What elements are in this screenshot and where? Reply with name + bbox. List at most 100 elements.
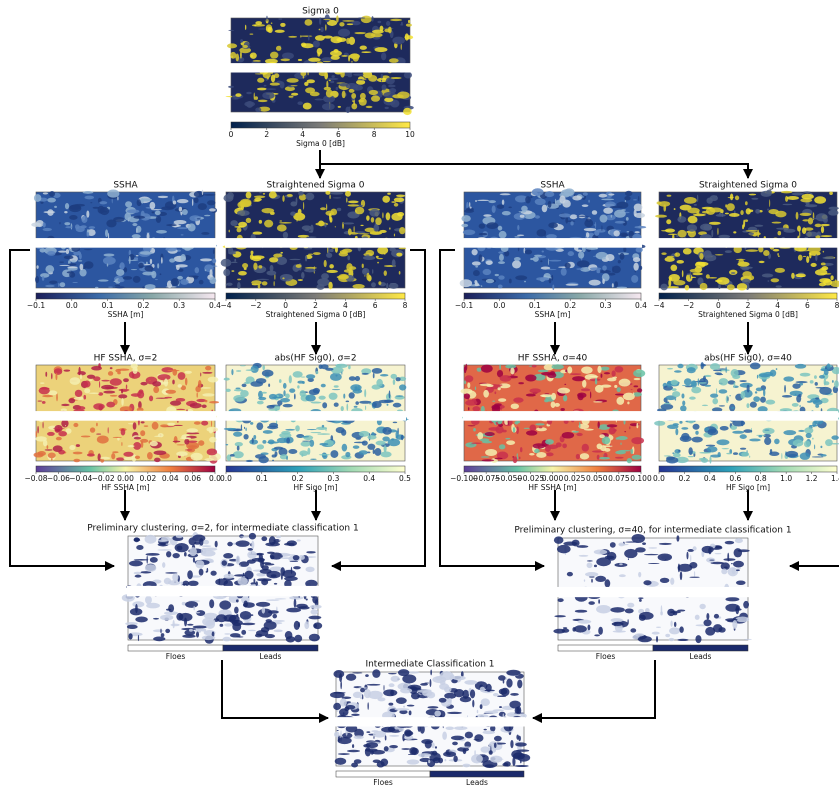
image-texture	[279, 379, 282, 383]
image-texture	[819, 375, 825, 379]
image-texture	[706, 197, 712, 203]
image-texture	[108, 287, 113, 288]
image-texture	[408, 20, 410, 23]
image-texture	[465, 375, 474, 382]
image-texture	[51, 373, 52, 379]
image-texture	[497, 204, 504, 209]
image-texture	[225, 389, 230, 392]
image-texture	[357, 233, 369, 234]
image-texture	[133, 422, 137, 430]
image-texture	[59, 262, 64, 263]
image-texture	[125, 201, 132, 207]
image-texture	[400, 24, 403, 25]
colorbar-tick-label: −2	[683, 301, 694, 310]
image-texture	[384, 270, 387, 276]
image-texture	[793, 439, 804, 446]
image-texture	[763, 250, 769, 256]
image-texture	[514, 257, 521, 261]
image-texture	[291, 93, 298, 96]
image-texture	[829, 207, 839, 210]
image-texture	[237, 282, 240, 289]
image-texture	[360, 225, 363, 226]
image-texture	[674, 370, 682, 373]
image-texture	[188, 581, 199, 587]
colorbar-tick-label: 0.4	[209, 301, 221, 310]
image-texture	[719, 405, 725, 406]
image-texture	[250, 422, 253, 425]
image-texture	[224, 378, 230, 381]
image-texture	[464, 393, 470, 399]
image-texture	[196, 399, 206, 402]
image-texture	[400, 688, 412, 694]
image-texture	[677, 451, 678, 453]
image-texture	[319, 443, 328, 446]
image-texture	[89, 393, 100, 394]
image-texture	[274, 451, 277, 456]
image-texture	[517, 679, 522, 688]
image-texture	[551, 393, 556, 400]
image-texture	[330, 249, 334, 252]
image-texture	[333, 197, 341, 198]
image-texture	[187, 570, 193, 579]
image-texture	[116, 457, 125, 460]
image-texture	[303, 435, 313, 440]
image-texture	[254, 195, 265, 198]
image-texture	[118, 278, 125, 282]
image-texture	[136, 226, 141, 233]
image-texture	[381, 80, 382, 82]
image-texture	[269, 191, 277, 198]
image-texture	[472, 700, 474, 708]
image-texture	[172, 369, 177, 376]
image-texture	[245, 25, 246, 30]
image-texture	[542, 205, 548, 213]
image-texture	[381, 84, 386, 90]
image-texture	[656, 636, 658, 643]
image-texture	[361, 16, 372, 24]
image-texture	[283, 383, 287, 389]
image-texture	[695, 262, 706, 268]
image-texture	[332, 389, 340, 390]
image-texture	[389, 283, 399, 289]
image-texture	[144, 266, 153, 272]
image-texture	[45, 285, 55, 288]
image-texture	[469, 202, 470, 207]
image-texture	[228, 86, 234, 88]
image-texture	[86, 232, 89, 236]
image-texture	[682, 401, 685, 406]
image-texture	[815, 382, 818, 386]
image-texture	[310, 605, 322, 609]
image-gap	[463, 411, 642, 421]
image-texture	[69, 272, 75, 278]
image-texture	[358, 385, 359, 392]
image-texture	[207, 200, 215, 205]
image-texture	[706, 274, 710, 278]
image-texture	[690, 271, 691, 279]
image-texture	[244, 571, 253, 580]
image-texture	[47, 198, 56, 203]
image-texture	[625, 541, 638, 542]
image-texture	[367, 435, 376, 439]
image-texture	[726, 203, 734, 211]
image-texture	[378, 281, 381, 285]
image-texture	[634, 378, 641, 380]
image-texture	[725, 213, 729, 215]
image-texture	[215, 541, 218, 548]
image-texture	[182, 209, 188, 215]
image-texture	[339, 83, 348, 86]
image-texture	[554, 403, 560, 407]
image-texture	[577, 545, 589, 548]
legend-label: Leads	[466, 778, 488, 787]
image-texture	[498, 398, 506, 402]
image-texture	[389, 735, 399, 737]
image-texture	[262, 607, 265, 614]
image-texture	[189, 547, 197, 556]
image-texture	[279, 222, 292, 224]
image-texture	[269, 257, 278, 262]
colorbar-tick-label: 0	[283, 301, 288, 310]
image-texture	[127, 209, 140, 213]
image-texture	[477, 432, 483, 440]
image-texture	[597, 455, 600, 460]
colorbar-tick-label: −4	[653, 301, 664, 310]
image-texture	[668, 234, 678, 235]
image-texture	[787, 196, 799, 200]
